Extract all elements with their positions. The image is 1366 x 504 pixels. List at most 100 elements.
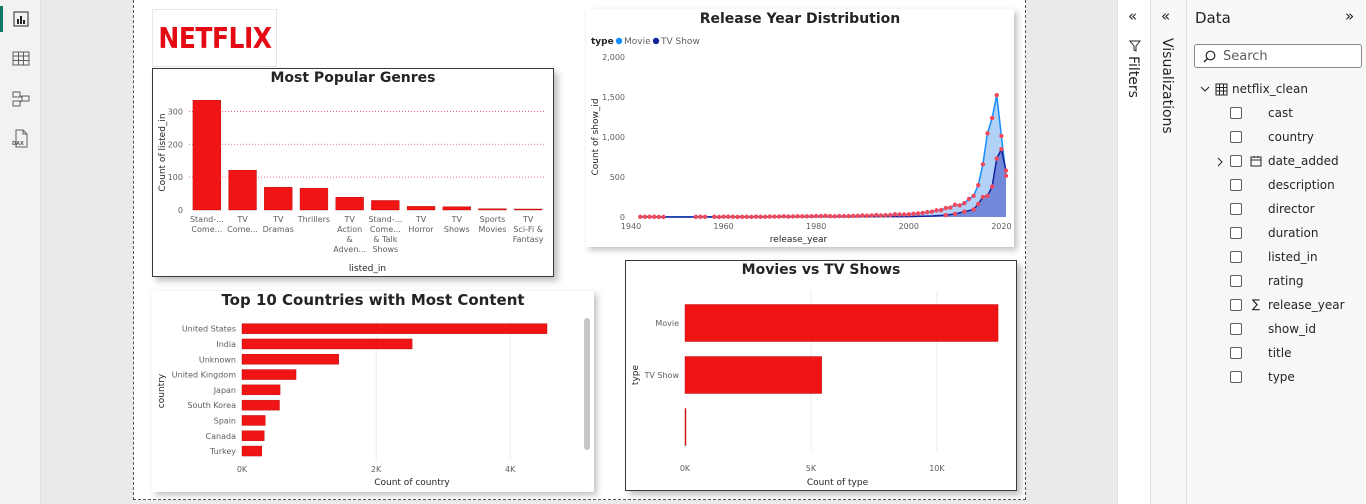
movie-point [994,92,999,98]
y-tick-label: India [216,340,236,349]
country-bar [241,338,413,350]
x-tick-label: 2020 [991,222,1011,231]
movie-point [855,213,861,219]
field-date-added[interactable]: date_added [1187,150,1366,174]
x-tick-label: Fantasy [513,235,544,244]
field-rating[interactable]: rating [1187,270,1366,294]
tvshow-point [952,211,958,217]
table-view-icon [12,51,29,66]
y-tick-label: 1,000 [602,133,625,142]
genres-chart: 0100200300Stand-...Come...TVCome...TVDra… [158,100,546,274]
chevron-right-icon[interactable] [1216,157,1224,167]
countries-chart-visual[interactable]: Top 10 Countries with Most Content 0K 2K 4… [152,291,594,492]
field-checkbox[interactable] [1230,107,1242,119]
chevron-down-icon[interactable] [1200,84,1210,94]
field-checkbox[interactable] [1230,323,1242,335]
movie-point [716,214,722,220]
filters-pane-label[interactable]: Filters [1125,56,1141,98]
collapse-data-pane-icon[interactable]: » [1345,7,1355,25]
field-title[interactable]: title [1187,342,1366,366]
genres-chart-visual[interactable]: Most Popular Genres 0 100 200 300 Stand-... C… [152,68,554,277]
field-checkbox[interactable] [1230,131,1242,143]
field-checkbox[interactable] [1230,179,1242,191]
table-node-netflix-clean[interactable]: netflix_clean [1187,78,1366,102]
movie-point [962,200,967,206]
y-tick-label: Canada [206,432,237,441]
type-chart-visual[interactable]: Movies vs TV Shows 0K 5K 10K Movie TV Show Co… [625,260,1017,491]
movie-point [957,203,962,208]
movie-point [915,211,921,216]
movie-point [985,131,990,136]
table-name-label: netflix_clean [1232,82,1308,96]
x-tick-label: Horror [408,225,434,234]
visualizations-pane-label[interactable]: Visualizations [1159,38,1175,134]
movie-area [640,95,1006,217]
field-country[interactable]: country [1187,126,1366,150]
genre-bar [514,208,543,211]
chart-title: Release Year Distribution [699,11,901,27]
collapse-visualizations-icon[interactable]: « [1161,7,1171,25]
x-axis-title: listed_in [349,264,386,274]
movie-point [976,182,981,188]
country-bar [241,415,266,426]
chart-title: Most Popular Genres [270,70,436,86]
field-checkbox[interactable] [1230,227,1242,239]
movie-point [735,214,740,220]
y-tick-label: United States [182,325,236,334]
movie-point [813,213,819,219]
data-search-input[interactable] [1223,48,1353,64]
report-page[interactable]: NETFLIX Most Popular Genres 0 100 200 300 St… [133,0,1026,500]
x-tick-label: Shows [444,225,470,234]
table-view-button[interactable] [0,42,41,76]
field-checkbox[interactable] [1230,275,1242,287]
movie-point [883,212,888,218]
x-tick-label: TV [343,215,355,224]
movie-point [638,214,643,220]
genre-bar [406,206,436,211]
netflix-logo[interactable]: NETFLIX [152,9,277,67]
field-cast[interactable]: cast [1187,102,1366,126]
y-tick-label: 0 [620,213,625,222]
x-tick-label: & [347,235,353,244]
x-axis-title: Count of type [807,478,869,488]
movie-point [989,115,995,121]
field-duration[interactable]: duration [1187,222,1366,246]
field-release-year[interactable]: ∑ release_year [1187,294,1366,318]
field-show-id[interactable]: show_id [1187,318,1366,342]
y-tick-label: 200 [168,140,183,149]
release-year-chart-visual[interactable]: Release Year Distribution type Movie TV Sh… [586,9,1014,247]
movie-point [772,214,777,219]
field-checkbox[interactable] [1230,203,1242,215]
field-checkbox[interactable] [1230,371,1242,383]
field-listed-in[interactable]: listed_in [1187,246,1366,270]
movie-point [860,213,865,218]
x-tick-label: Sci-Fi & [513,225,543,234]
report-view-icon [13,11,28,27]
field-description[interactable]: description [1187,174,1366,198]
dax-query-view-button[interactable]: DAX [0,122,41,156]
model-view-button[interactable] [0,82,41,116]
field-checkbox[interactable] [1230,155,1242,167]
field-checkbox[interactable] [1230,299,1242,311]
field-type[interactable]: type [1187,366,1366,390]
field-checkbox[interactable] [1230,251,1242,263]
visualizations-pane[interactable]: « Visualizations [1150,0,1186,504]
movie-point [938,207,944,213]
report-view-button[interactable] [0,2,41,36]
movie-point [952,202,958,207]
collapse-filters-icon[interactable]: « [1128,7,1138,25]
type-chart: 0K 5K 10K Movie TV Show Count of type type [631,291,999,488]
movie-point [651,214,657,219]
genre-bar [264,187,293,211]
movie-point [934,208,939,213]
country-bar [241,445,262,457]
field-label: listed_in [1268,250,1318,264]
search-icon [1203,50,1216,63]
logo-text: NETFLIX [158,22,272,55]
field-checkbox[interactable] [1230,347,1242,359]
field-director[interactable]: director [1187,198,1366,222]
movie-point [758,214,763,219]
filters-pane[interactable]: « Filters [1117,0,1150,504]
data-search-box[interactable] [1194,44,1362,68]
y-tick-label: Unknown [199,355,236,364]
